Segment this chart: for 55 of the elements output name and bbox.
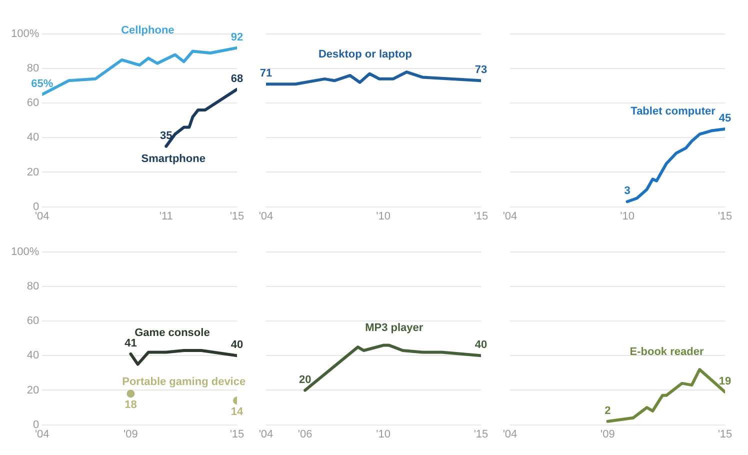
x-tick-label: '09 (600, 428, 615, 440)
annotation: 71 (260, 68, 272, 80)
annotation: 18 (124, 399, 137, 412)
annotation: 45 (718, 112, 732, 125)
annotation: 68 (230, 72, 244, 85)
x-tick-label: '15 (474, 428, 488, 440)
x-tick-label: '10 (376, 428, 390, 440)
annotation: 41 (124, 337, 137, 350)
series-label: E-book reader (630, 346, 704, 358)
y-tick-label: 100% (10, 28, 40, 40)
annotation: 40 (474, 339, 488, 352)
x-tick-label: '15 (230, 428, 244, 440)
annotation: 19 (718, 376, 732, 388)
x-tick-label: '11 (159, 210, 173, 222)
annotation: 20 (298, 374, 312, 386)
annotation: 3 (624, 185, 630, 198)
y-tick-label: 0 (33, 200, 40, 213)
series-label: Tablet computer (630, 106, 716, 118)
y-tick-label: 60 (26, 97, 40, 110)
series-label: Cellphone (121, 24, 174, 36)
y-tick-label: 20 (26, 384, 40, 396)
y-tick-label: 60 (26, 315, 40, 328)
x-tick-label: '15 (718, 210, 732, 222)
x-tick-label: '04 (258, 210, 274, 222)
x-tick-label: '15 (230, 210, 244, 222)
series-label: Game console (134, 327, 210, 340)
series-label: Desktop or laptop (318, 48, 412, 61)
series-label: MP3 player (365, 322, 424, 334)
annotation: 40 (230, 339, 244, 352)
annotation: 65% (31, 78, 54, 90)
y-tick-label: 40 (26, 132, 40, 144)
series-label: Smartphone (141, 152, 206, 165)
x-tick-label: '10 (376, 210, 390, 222)
x-tick-label: '15 (474, 210, 488, 222)
annotation: 2 (604, 404, 611, 417)
x-tick-label: '04 (502, 210, 518, 222)
x-tick-label: '04 (258, 428, 274, 440)
x-tick-label: '15 (718, 428, 732, 440)
x-tick-label: '04 (34, 210, 50, 222)
y-tick-label: 80 (26, 280, 40, 293)
annotation: 73 (474, 64, 488, 76)
annotation: 14 (230, 406, 244, 418)
annotation: 92 (230, 31, 244, 44)
y-tick-label: 0 (33, 418, 40, 431)
series-label: Portable gaming device (122, 376, 246, 388)
y-tick-label: 20 (26, 166, 40, 178)
y-tick-label: 80 (26, 62, 40, 75)
x-tick-label: '10 (620, 210, 634, 222)
x-tick-label: '04 (34, 428, 50, 440)
annotation: 35 (160, 130, 172, 142)
y-tick-label: 40 (26, 350, 40, 362)
y-tick-label: 100% (10, 246, 40, 258)
x-tick-label: '06 (298, 428, 312, 440)
x-tick-label: '04 (502, 428, 518, 440)
x-tick-label: '09 (124, 428, 138, 440)
